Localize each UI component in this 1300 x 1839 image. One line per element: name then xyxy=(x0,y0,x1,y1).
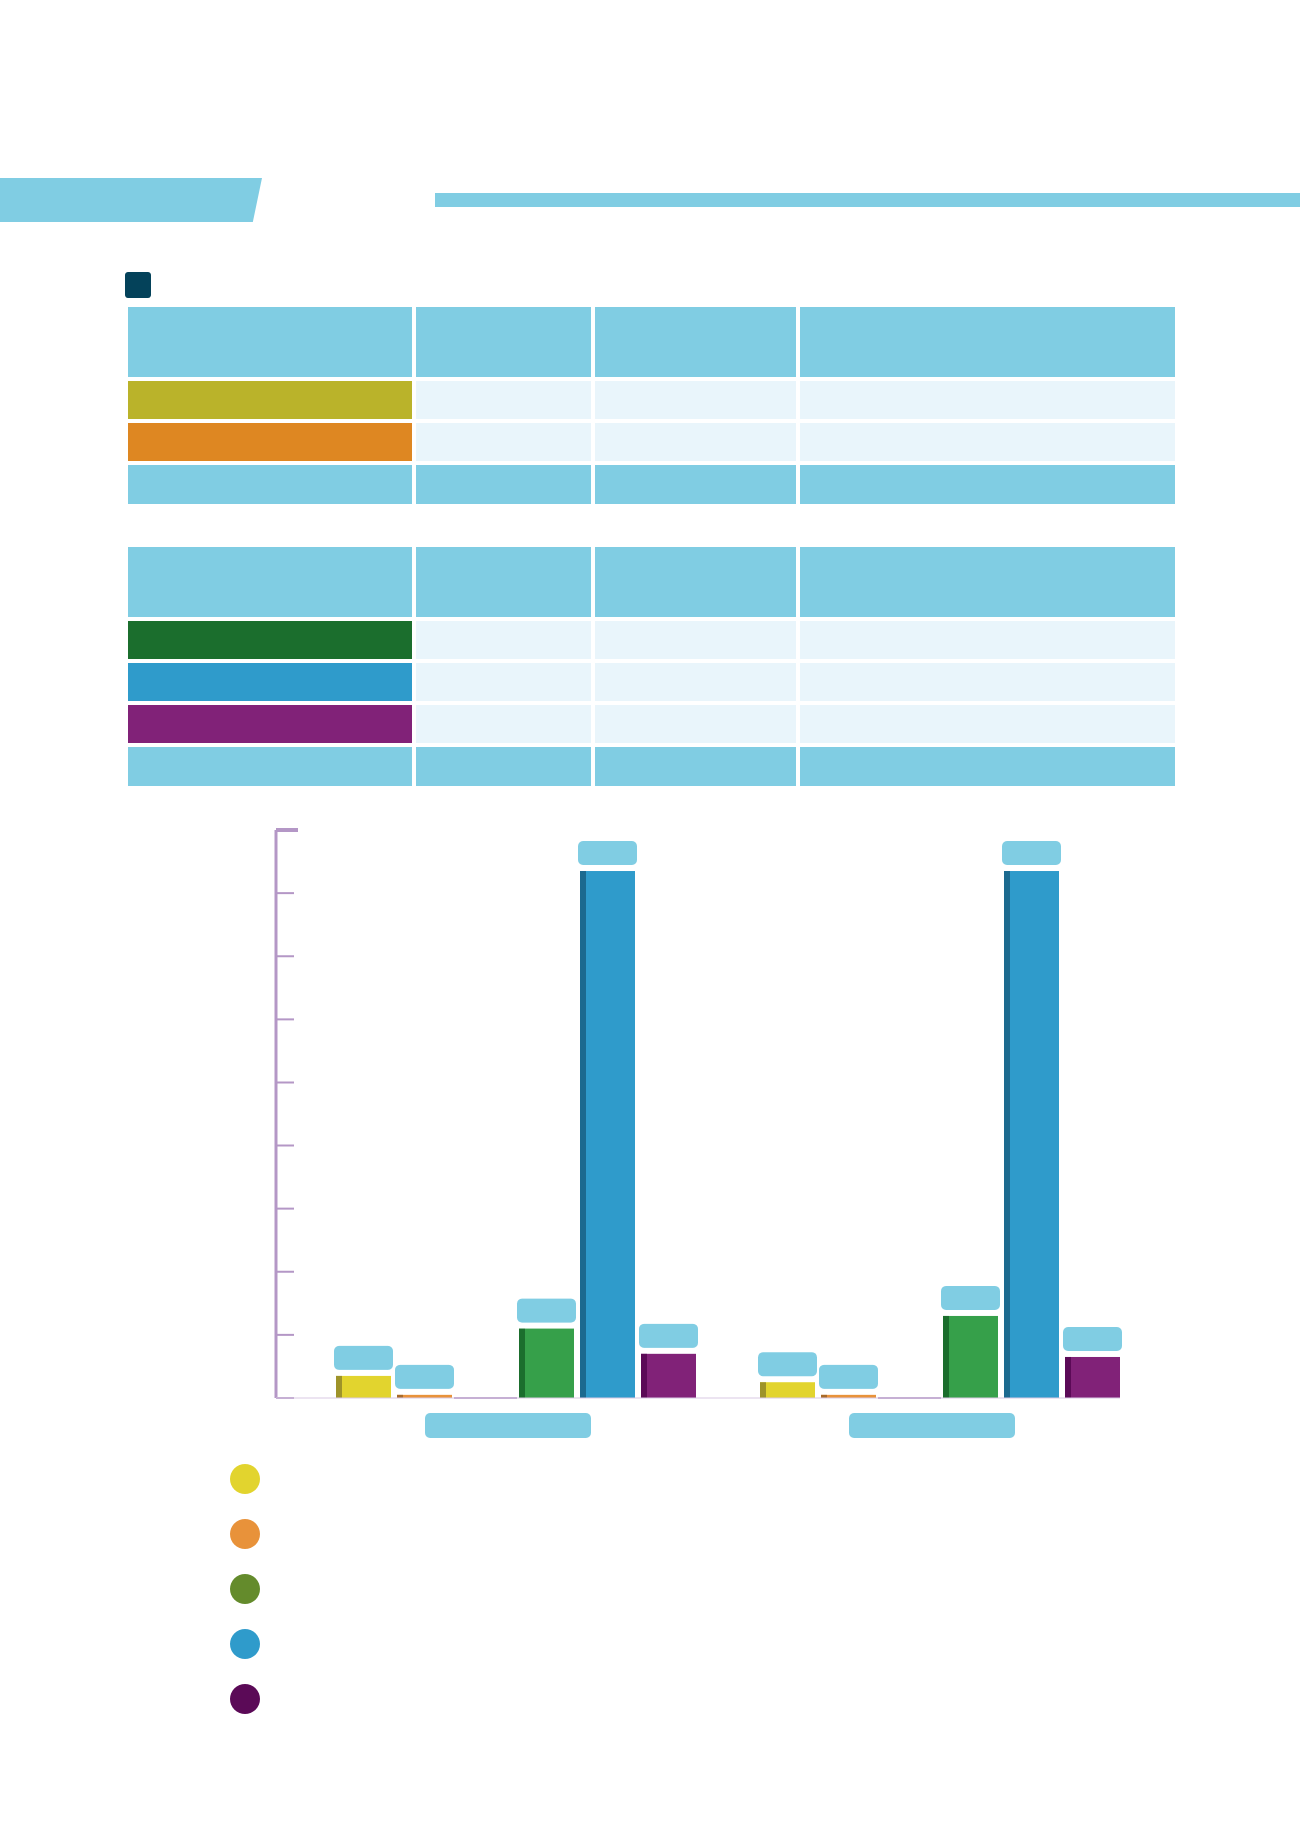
row-color-label xyxy=(128,621,412,659)
table-row xyxy=(128,663,1175,701)
table-header-cell xyxy=(128,307,412,377)
header-rule xyxy=(435,193,1300,207)
bar-edge xyxy=(641,1353,647,1398)
table-total-cell xyxy=(128,747,412,786)
table-total-cell xyxy=(800,465,1175,504)
legend-swatch xyxy=(230,1684,260,1714)
bar-edge xyxy=(580,871,586,1398)
table-total-cell xyxy=(800,747,1175,786)
data-label xyxy=(334,1345,393,1370)
bar-edge xyxy=(1065,1356,1071,1398)
table-row xyxy=(128,381,1175,419)
table-cell xyxy=(595,621,796,659)
bar xyxy=(519,1328,574,1398)
legend-swatch xyxy=(230,1629,260,1659)
table-row xyxy=(128,705,1175,743)
table-cell xyxy=(800,705,1175,743)
bar xyxy=(760,1382,815,1398)
data-label xyxy=(1002,841,1061,866)
data-label xyxy=(395,1364,454,1389)
bar xyxy=(821,1394,876,1398)
table-cell xyxy=(416,381,591,419)
row-color-label xyxy=(128,423,412,461)
legend-swatch xyxy=(230,1464,260,1494)
table-row xyxy=(128,423,1175,461)
category-label-pill xyxy=(425,1413,591,1438)
table-cell xyxy=(595,381,796,419)
table-cell xyxy=(595,663,796,701)
section-marker xyxy=(125,272,151,298)
bar xyxy=(1065,1356,1120,1398)
row-color-label xyxy=(128,705,412,743)
table-total-cell xyxy=(416,465,591,504)
table-header-row xyxy=(128,307,1175,377)
data-label xyxy=(819,1364,878,1389)
section-header-band xyxy=(0,178,262,222)
bar-edge xyxy=(519,1328,525,1398)
table-header-cell xyxy=(800,307,1175,377)
bar xyxy=(1004,871,1059,1398)
bar xyxy=(336,1375,391,1398)
table-total-cell xyxy=(128,465,412,504)
bar xyxy=(397,1394,452,1398)
summary-table-bottom xyxy=(128,547,1175,790)
table-header-cell xyxy=(416,547,591,617)
table-cell xyxy=(416,423,591,461)
data-label xyxy=(941,1285,1000,1310)
bar-edge xyxy=(397,1394,403,1398)
table-cell xyxy=(595,423,796,461)
table-total-row xyxy=(128,465,1175,504)
table-header-cell xyxy=(595,307,796,377)
table-header-cell xyxy=(595,547,796,617)
bar-edge xyxy=(1004,871,1010,1398)
data-label xyxy=(758,1352,817,1377)
bar-edge xyxy=(821,1394,827,1398)
data-label xyxy=(578,841,637,866)
bar-edge xyxy=(760,1382,766,1398)
row-color-label xyxy=(128,381,412,419)
summary-table-top xyxy=(128,307,1175,508)
legend-swatch xyxy=(230,1574,260,1604)
table-cell xyxy=(416,621,591,659)
data-label xyxy=(1063,1326,1122,1351)
table-total-row xyxy=(128,747,1175,786)
table-total-cell xyxy=(416,747,591,786)
table-total-cell xyxy=(595,465,796,504)
table-cell xyxy=(416,663,591,701)
table-cell xyxy=(800,423,1175,461)
data-label xyxy=(639,1323,698,1348)
table-header-cell xyxy=(128,547,412,617)
category-label-pill xyxy=(849,1413,1015,1438)
row-color-label xyxy=(128,663,412,701)
table-cell xyxy=(416,705,591,743)
table-cell xyxy=(595,705,796,743)
table-header-cell xyxy=(416,307,591,377)
table-row xyxy=(128,621,1175,659)
table-header-row xyxy=(128,547,1175,617)
table-cell xyxy=(800,381,1175,419)
table-cell xyxy=(800,663,1175,701)
bar xyxy=(641,1353,696,1398)
table-header-cell xyxy=(800,547,1175,617)
bar-edge xyxy=(943,1315,949,1398)
bar xyxy=(580,871,635,1398)
legend-swatch xyxy=(230,1519,260,1549)
table-total-cell xyxy=(595,747,796,786)
bar-edge xyxy=(336,1375,342,1398)
data-label xyxy=(517,1298,576,1323)
table-cell xyxy=(800,621,1175,659)
bar xyxy=(943,1315,998,1398)
